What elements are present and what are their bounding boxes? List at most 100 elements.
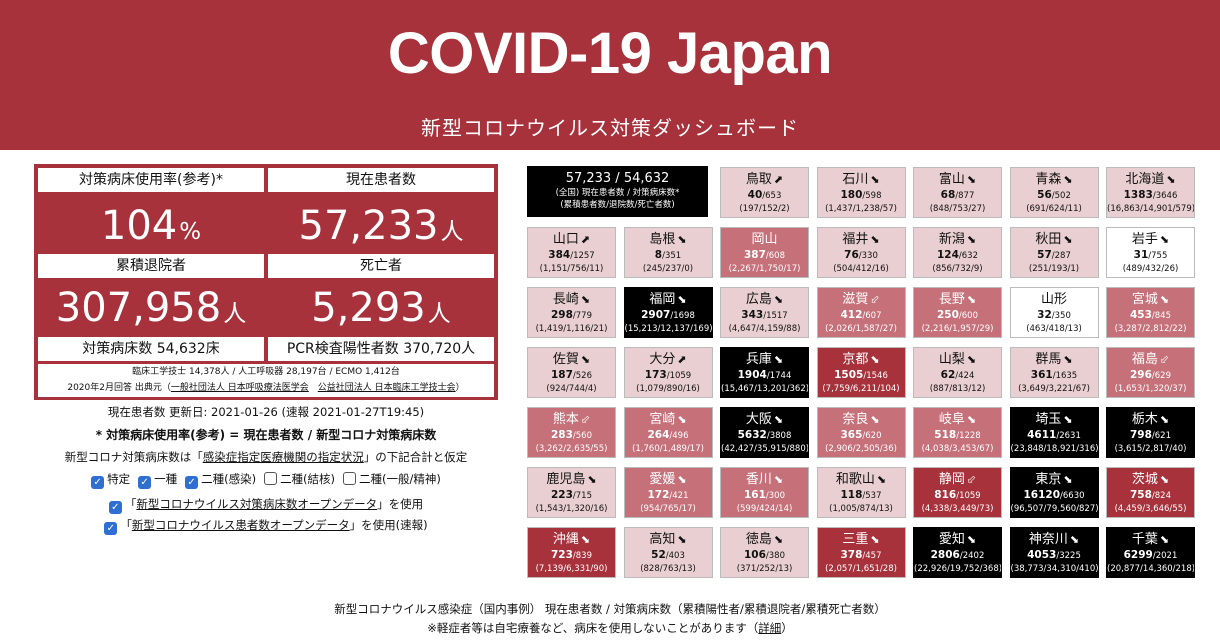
patients-opendata-link[interactable]: 新型コロナウイルス患者数オープンデータ bbox=[131, 518, 350, 532]
prefecture-tile[interactable]: 山口 ⬈ 384/1257 (1,151/756/11) bbox=[527, 227, 616, 278]
prefecture-tile[interactable]: 岩手 ⬊ 31/755 (489/432/26) bbox=[1106, 227, 1195, 278]
prefecture-counts: 223/715 bbox=[550, 489, 592, 501]
prefecture-name: 栃木 ⬊ bbox=[1131, 412, 1170, 427]
prefecture-name: 静岡 ⬃ bbox=[938, 472, 977, 487]
beds-opendata-link[interactable]: 新型コロナウイルス対策病床数オープンデータ bbox=[136, 497, 378, 511]
deaths-value: 5,293人 bbox=[311, 285, 451, 331]
prefecture-counts: 124/632 bbox=[936, 249, 978, 261]
prefecture-cumulative: (954/765/17) bbox=[640, 504, 696, 514]
prefecture-tile[interactable]: 福井 ⬊ 76/330 (504/412/16) bbox=[816, 227, 906, 278]
prefecture-tile[interactable]: 熊本 ⬃ 283/560 (3,262/2,635/55) bbox=[527, 407, 616, 458]
prefecture-tile[interactable]: 福島 ⬃ 296/629 (1,653/1,320/37) bbox=[1106, 347, 1195, 398]
prefecture-tile[interactable]: 北海道 ⬊ 1383/3646 (16,863/14,901/579) bbox=[1106, 167, 1195, 218]
prefecture-tile[interactable]: 鳥取 ⬈ 40/653 (197/152/2) bbox=[720, 167, 809, 218]
checkbox-icon[interactable]: ✓ bbox=[185, 476, 199, 489]
prefecture-counts: 31/755 bbox=[1133, 249, 1168, 261]
prefecture-name: 群馬 ⬊ bbox=[1035, 352, 1073, 367]
prefecture-cumulative: (7,759/6,211/104) bbox=[822, 384, 900, 394]
checkbox-icon[interactable]: ✓ bbox=[138, 476, 152, 489]
checkbox-icon[interactable]: ✓ bbox=[108, 501, 122, 514]
prefecture-tile[interactable]: 三重 ⬊ 378/457 (2,057/1,651/28) bbox=[816, 527, 906, 578]
prefecture-tile[interactable]: 沖縄 ⬊ 723/839 (7,139/6,331/90) bbox=[527, 527, 616, 578]
prefecture-tile[interactable]: 静岡 ⬃ 816/1059 (4,338/3,449/73) bbox=[913, 467, 1002, 518]
prefecture-tile[interactable]: 大分 ⬈ 173/1059 (1,079/890/16) bbox=[623, 347, 713, 398]
trend-arrow-icon: ⬊ bbox=[773, 533, 784, 546]
prefecture-counts: 2806/2402 bbox=[930, 549, 985, 561]
prefecture-tile[interactable]: 千葉 ⬊ 6299/2021 (20,877/14,360/218) bbox=[1106, 527, 1195, 578]
prefecture-tile[interactable]: 奈良 ⬊ 365/620 (2,906/2,505/36) bbox=[816, 407, 906, 458]
bed-type-option[interactable]: ✓ 特定 bbox=[91, 472, 130, 489]
prefecture-tile[interactable]: 宮崎 ⬊ 264/496 (1,760/1,489/17) bbox=[623, 407, 713, 458]
trend-arrow-icon: ⬊ bbox=[1159, 233, 1170, 246]
trend-arrow-icon: ⬊ bbox=[966, 413, 977, 426]
source-link-respiratory[interactable]: 一般社団法人 日本呼吸療法医学会 bbox=[170, 383, 309, 393]
trend-arrow-icon: ⬊ bbox=[870, 533, 880, 546]
trend-arrow-icon: ⬊ bbox=[1159, 473, 1170, 486]
prefecture-tile[interactable]: 香川 ⬊ 161/300 (599/424/14) bbox=[720, 467, 809, 518]
prefecture-tile[interactable]: 大阪 ⬊ 5632/3808 (42,427/35,915/880) bbox=[720, 407, 809, 458]
prefecture-name: 新潟 ⬊ bbox=[938, 232, 977, 247]
bed-type-option[interactable]: 二種(一般/精神) bbox=[343, 472, 441, 486]
trend-arrow-icon: ⬊ bbox=[773, 473, 784, 486]
prefecture-cumulative: (2,906/2,505/36) bbox=[825, 444, 897, 454]
prefecture-tile[interactable]: 兵庫 ⬊ 1904/1744 (15,467/13,201/362) bbox=[720, 347, 809, 398]
prefecture-tile[interactable]: 広島 ⬊ 343/1517 (4,647/4,159/88) bbox=[720, 287, 809, 338]
prefecture-tile[interactable]: 神奈川 ⬊ 4053/3225 (38,773/34,310/410) bbox=[1009, 527, 1099, 578]
opendata-patients-option[interactable]: ✓ 「新型コロナウイルス患者数オープンデータ」を使用(速報) bbox=[34, 517, 498, 535]
prefecture-tile[interactable]: 茨城 ⬊ 758/824 (4,459/3,646/55) bbox=[1106, 467, 1195, 518]
prefecture-tile[interactable]: 青森 ⬊ 56/502 (691/624/11) bbox=[1009, 167, 1099, 218]
prefecture-tile[interactable]: 岡山 387/608 (2,267/1,750/17) bbox=[720, 227, 809, 278]
prefecture-tile[interactable]: 佐賀 ⬊ 187/526 (924/744/4) bbox=[527, 347, 616, 398]
prefecture-tile[interactable]: 岐阜 ⬊ 518/1228 (4,038/3,453/67) bbox=[913, 407, 1002, 458]
prefecture-counts: 106/380 bbox=[743, 549, 785, 561]
prefecture-tile[interactable]: 秋田 ⬊ 57/287 (251/193/1) bbox=[1009, 227, 1099, 278]
prefecture-name: 茨城 ⬊ bbox=[1131, 472, 1170, 487]
trend-arrow-icon: ⬊ bbox=[773, 413, 784, 426]
trend-arrow-icon: ⬊ bbox=[966, 353, 977, 366]
prefecture-tile[interactable]: 群馬 ⬊ 361/1635 (3,649/3,221/67) bbox=[1009, 347, 1099, 398]
details-link[interactable]: 詳細 bbox=[758, 621, 782, 635]
prefecture-tile[interactable]: 山梨 ⬊ 62/424 (887/813/12) bbox=[913, 347, 1002, 398]
prefecture-tile[interactable]: 埼玉 ⬊ 4611/2631 (23,848/18,921/316) bbox=[1009, 407, 1099, 458]
prefecture-tile[interactable]: 富山 ⬊ 68/877 (848/753/27) bbox=[913, 167, 1002, 218]
prefecture-tile[interactable]: 宮城 ⬊ 453/845 (3,287/2,812/22) bbox=[1106, 287, 1195, 338]
prefecture-name: 徳島 ⬊ bbox=[745, 532, 784, 547]
source-link-clinical-engineers[interactable]: 公益社団法人 日本臨床工学技士会 bbox=[317, 383, 456, 393]
prefecture-tile[interactable]: 愛知 ⬊ 2806/2402 (22,926/19,752/368) bbox=[913, 527, 1002, 578]
trend-arrow-icon: ⬈ bbox=[677, 353, 687, 366]
prefecture-tile[interactable]: 栃木 ⬊ 798/621 (3,615/2,817/40) bbox=[1106, 407, 1195, 458]
checkbox-icon[interactable]: ✓ bbox=[91, 476, 105, 489]
prefecture-tile[interactable]: 高知 ⬊ 52/403 (828/763/13) bbox=[623, 527, 713, 578]
prefecture-tile[interactable]: 東京 ⬊ 16120/6630 (96,507/79,560/827) bbox=[1009, 467, 1099, 518]
prefecture-cumulative: (1,760/1,489/17) bbox=[632, 444, 704, 454]
prefecture-tile[interactable]: 滋賀 ⬃ 412/607 (2,026/1,587/27) bbox=[816, 287, 906, 338]
prefecture-tile[interactable]: 長崎 ⬊ 298/779 (1,419/1,116/21) bbox=[527, 287, 616, 338]
checkbox-icon[interactable]: ✓ bbox=[104, 522, 118, 535]
prefecture-counts: 52/403 bbox=[651, 549, 685, 561]
bed-type-option[interactable]: ✓ 一種 bbox=[138, 472, 177, 489]
designated-hospitals-link[interactable]: 感染症指定医療機関の指定状況 bbox=[202, 450, 364, 464]
prefecture-name: 滋賀 ⬃ bbox=[842, 292, 880, 307]
prefecture-name: 岡山 bbox=[751, 232, 778, 247]
prefecture-tile[interactable]: 和歌山 ⬊ 118/537 (1,005/874/13) bbox=[816, 467, 906, 518]
bed-type-option[interactable]: 二種(結核) bbox=[264, 472, 335, 486]
prefecture-name: 山口 ⬈ bbox=[552, 232, 591, 247]
prefecture-tile[interactable]: 島根 ⬊ 8/351 (245/237/0) bbox=[623, 227, 713, 278]
checkbox-icon[interactable] bbox=[264, 472, 278, 485]
bed-type-option[interactable]: ✓ 二種(感染) bbox=[185, 472, 256, 489]
prefecture-tile[interactable]: 山形 32/350 (463/418/13) bbox=[1009, 287, 1099, 338]
prefecture-tile[interactable]: 新潟 ⬊ 124/632 (856/732/9) bbox=[913, 227, 1002, 278]
prefecture-tile[interactable]: 鹿児島 ⬊ 223/715 (1,543/1,320/16) bbox=[527, 467, 616, 518]
prefecture-name: 岩手 ⬊ bbox=[1131, 232, 1170, 247]
prefecture-tile[interactable]: 京都 ⬊ 1505/1546 (7,759/6,211/104) bbox=[816, 347, 906, 398]
prefecture-tile[interactable]: 石川 ⬊ 180/598 (1,437/1,238/57) bbox=[816, 167, 906, 218]
prefecture-tile[interactable]: 愛媛 ⬊ 172/421 (954/765/17) bbox=[623, 467, 713, 518]
prefecture-tile[interactable]: 徳島 ⬊ 106/380 (371/252/13) bbox=[720, 527, 809, 578]
prefecture-tile[interactable]: 長野 ⬊ 250/600 (2,216/1,957/29) bbox=[913, 287, 1002, 338]
prefecture-counts: 723/839 bbox=[550, 549, 592, 561]
opendata-beds-option[interactable]: ✓ 「新型コロナウイルス対策病床数オープンデータ」を使用 bbox=[34, 496, 498, 514]
trend-arrow-icon: ⬈ bbox=[580, 233, 591, 246]
prefecture-tile[interactable]: 福岡 ⬊ 2907/1698 (15,213/12,137/169) bbox=[623, 287, 713, 338]
checkbox-icon[interactable] bbox=[343, 472, 357, 485]
prefecture-counts: 298/779 bbox=[550, 309, 592, 321]
